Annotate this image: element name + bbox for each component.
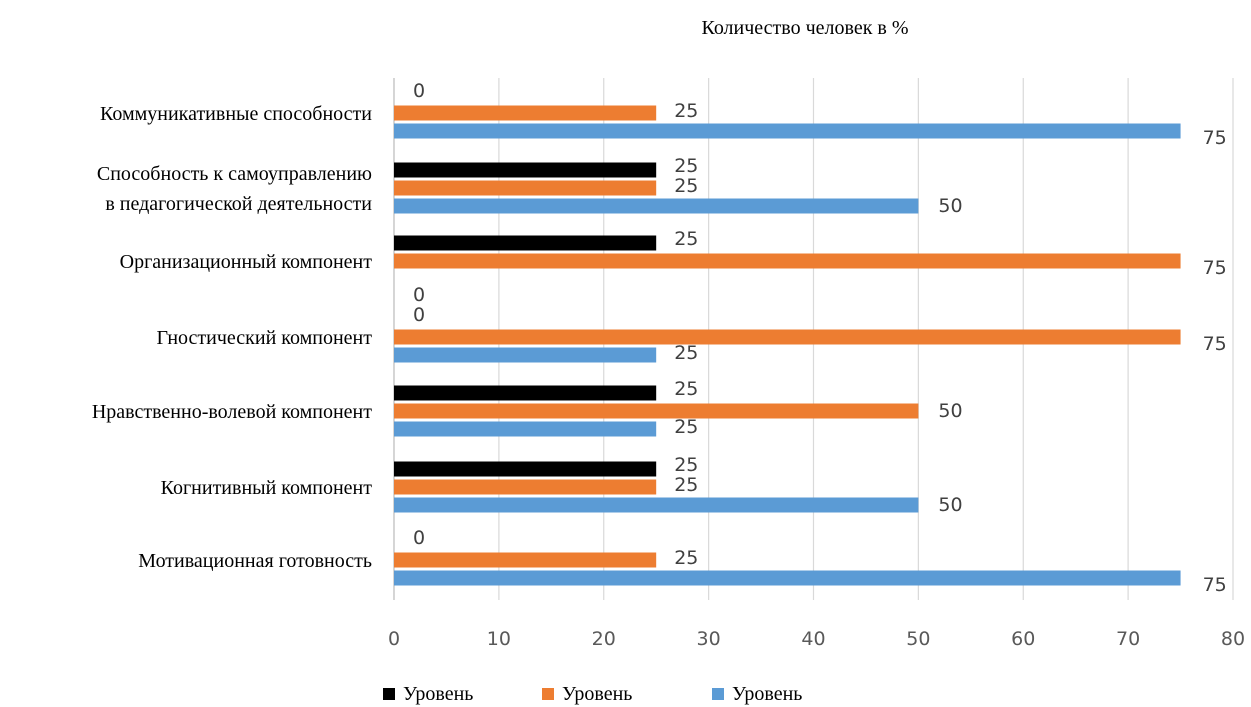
data-label: 0 [413,304,425,326]
category-label: Организационный компонент [120,251,373,273]
bar [394,497,919,513]
data-label: 0 [413,80,425,102]
bar [394,479,657,495]
data-label: 75 [1203,333,1227,355]
x-tick-label: 40 [801,628,825,650]
data-label: 25 [674,474,698,496]
bar [394,180,657,196]
bar [394,403,919,419]
bar [394,235,657,251]
bar [394,385,657,401]
bars [394,105,1181,586]
data-label: 25 [674,155,698,177]
bar [394,105,657,121]
category-label: в педагогической деятельности [105,193,372,215]
bar [394,198,919,214]
category-label: Коммуникативные способности [100,103,372,125]
data-label: 25 [674,228,698,250]
bar [394,329,1181,345]
bar [394,253,1181,269]
category-label: Способность к самоуправлению [97,163,372,185]
data-label: 25 [674,416,698,438]
legend-label: Уровень [562,683,632,705]
x-tick-label: 60 [1011,628,1035,650]
bar [394,123,1181,139]
data-label: 25 [674,100,698,122]
data-label: 75 [1203,127,1227,149]
data-label: 50 [938,400,962,422]
bar [394,461,657,477]
legend-swatch [712,688,724,700]
data-label: 25 [674,547,698,569]
legend-label: Уровень [732,683,802,705]
bar [394,347,657,363]
data-label: 25 [674,378,698,400]
data-label: 25 [674,175,698,197]
bar [394,552,657,568]
bar [394,162,657,178]
legend: Уровень Уровень Уровень [383,683,802,705]
data-label: 75 [1203,257,1227,279]
category-label: Нравственно-волевой компонент [92,401,372,423]
data-label: 50 [938,494,962,516]
legend-swatch [542,688,554,700]
data-label: 75 [1203,574,1227,596]
x-tick-labels: 0 10 20 30 40 50 60 70 80 [388,628,1245,650]
legend-swatch [383,688,395,700]
x-tick-label: 0 [388,628,400,650]
x-tick-label: 30 [697,628,721,650]
data-label: 50 [938,195,962,217]
category-labels: Коммуникативные способности Способность к… [92,103,372,572]
x-tick-label: 50 [906,628,930,650]
category-label: Мотивационная готовность [138,550,372,572]
x-tick-label: 70 [1116,628,1140,650]
data-label: 25 [674,454,698,476]
x-tick-label: 10 [487,628,511,650]
bar [394,421,657,437]
chart-title: Количество человек в % [701,17,908,39]
data-label: 0 [413,527,425,549]
x-tick-label: 20 [592,628,616,650]
bar [394,570,1181,586]
legend-label: Уровень [403,683,473,705]
x-tick-label: 80 [1221,628,1245,650]
category-label: Гностический компонент [157,327,373,349]
data-label: 25 [674,342,698,364]
data-label: 0 [413,284,425,306]
category-label: Когнитивный компонент [161,477,373,499]
